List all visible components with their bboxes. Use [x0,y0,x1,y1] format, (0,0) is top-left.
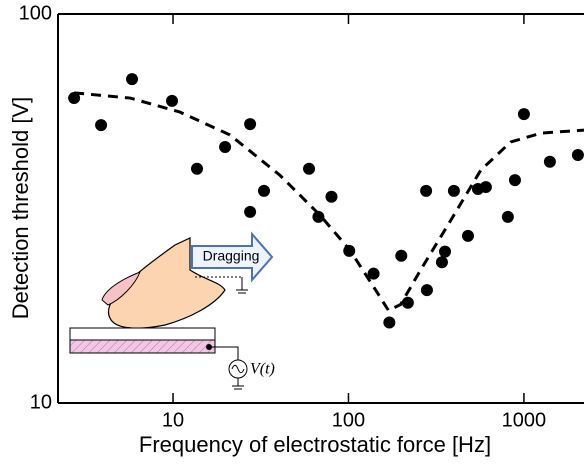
data-point [244,205,257,218]
data-point [447,184,460,197]
plot-frame [57,13,584,404]
data-point [420,284,433,297]
data-point [257,184,270,197]
data-point [479,181,492,194]
data-point [395,249,408,262]
data-point [420,184,433,197]
x-tick-label: 100 [332,409,365,431]
data-point [571,149,584,162]
data-point [435,256,448,269]
data-point [312,210,325,223]
data-point [244,118,257,131]
data-point [126,73,139,86]
annotation: V(t) [250,361,275,378]
data-point [461,229,474,242]
data-point [303,162,316,175]
data-point [517,108,530,121]
annotation: Dragging [203,248,260,264]
data-point [367,267,380,280]
data-point [219,141,232,154]
data-point [68,92,81,105]
x-tick-label: 10 [162,409,184,431]
plot-area [68,73,584,329]
x-axis-label: Frequency of electrostatic force [Hz] [139,432,491,457]
inset-schematic [69,231,274,390]
y-tick-label: 100 [19,2,52,24]
data-point [439,245,452,258]
y-axis-label: Detection threshold [V] [8,97,33,320]
data-point [543,155,556,168]
data-point [401,296,414,309]
data-point [191,162,204,175]
y-tick-label: 10 [30,391,52,413]
data-point [325,190,338,203]
data-point [383,316,396,329]
data-point [95,119,108,132]
data-point [166,94,179,107]
data-point [501,210,514,223]
x-tick-label: 1000 [502,409,547,431]
data-point [508,174,521,187]
